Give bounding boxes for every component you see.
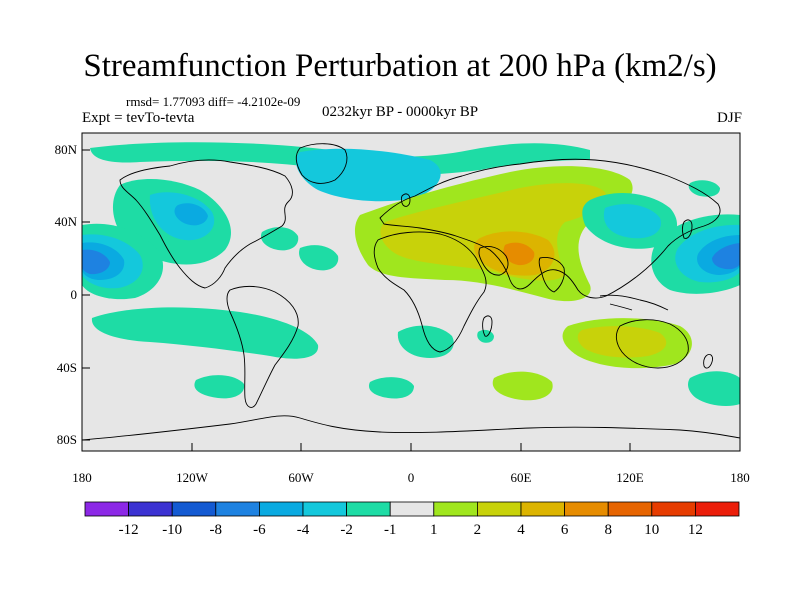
colorbar-label: 12 [688, 522, 703, 538]
coastline-antarctica [82, 415, 740, 441]
colorbar-label: -4 [297, 522, 310, 538]
contour-south-pacific-negative [91, 307, 319, 359]
colorbar-label: -10 [162, 522, 182, 538]
contour-east-asia-core [603, 204, 661, 239]
colorbar-swatch [346, 501, 391, 517]
coastline-australia [615, 319, 689, 369]
colorbar: -12 -10 -8 -6 -4 -2 -1 1 2 4 6 8 10 12 [84, 501, 740, 538]
x-tick-label-180e: 180 [730, 470, 750, 485]
contour-arabia-max [503, 242, 535, 266]
plot-title: Streamfunction Perturbation at 200 hPa (… [83, 48, 717, 84]
contour-north-america-deep [174, 203, 208, 226]
coastline-north-america [119, 159, 293, 289]
contour-south-atlantic-negative [397, 325, 454, 358]
colorbar-label: -1 [384, 522, 397, 538]
colorbar-label: -6 [253, 522, 266, 538]
coastline-indonesia [599, 294, 669, 311]
y-tick-label-80s: 80S [57, 432, 77, 447]
colorbar-swatch [389, 501, 435, 517]
coastline-uk [400, 193, 411, 207]
colorbar-swatch [215, 501, 260, 517]
colorbar-swatch [258, 501, 304, 517]
colorbar-swatch [171, 501, 217, 517]
colorbar-label: -12 [119, 522, 139, 538]
colorbar-label: 8 [604, 522, 612, 538]
x-tick-label-60e: 60E [511, 470, 532, 485]
x-axis: 180 120W 60W 0 60E 120E 180 [72, 443, 750, 485]
coastline-japan [682, 219, 693, 239]
contour-west-pacific-deep [82, 249, 110, 275]
colorbar-swatch [128, 501, 173, 517]
colorbar-label: -8 [210, 522, 223, 538]
colorbar-swatch [302, 501, 347, 517]
coastline-south-america [226, 285, 299, 408]
colorbar-label: 2 [474, 522, 482, 538]
coastlines [82, 143, 740, 441]
contour-south-atlantic-small [368, 377, 414, 399]
colorbar-label: 4 [517, 522, 525, 538]
coastline-africa [373, 231, 487, 353]
colorbar-swatch [607, 501, 653, 517]
contour-far-south-pacific [688, 371, 740, 406]
colorbar-swatch [433, 501, 478, 517]
experiment-label: Expt = tevTo-tevta [82, 110, 195, 126]
contour-caribbean-negative [299, 245, 339, 271]
contour-east-pacific-deep [712, 243, 740, 270]
map-plot-area [82, 133, 740, 451]
colorbar-label: 1 [430, 522, 438, 538]
y-tick-label-80n: 80N [55, 142, 78, 157]
colorbar-swatch [564, 501, 609, 517]
coastline-madagascar [482, 315, 493, 337]
season-label: DJF [716, 110, 742, 126]
colorbar-label: -2 [340, 522, 353, 538]
colorbar-swatch [651, 501, 696, 517]
x-tick-label-60w: 60W [288, 470, 314, 485]
colorbar-label: 10 [644, 522, 659, 538]
coastline-greenland [295, 143, 348, 184]
colorbar-label: 6 [561, 522, 569, 538]
y-tick-label-0: 0 [71, 287, 78, 302]
x-tick-label-120w: 120W [176, 470, 209, 485]
stats-line: rmsd= 1.77093 diff= -4.2102e-09 [126, 94, 301, 109]
y-axis: 80N 40N 0 40S 80S [55, 142, 90, 447]
contour-south-indian-positive [492, 371, 553, 401]
coastline-eurasia [379, 158, 721, 299]
colorbar-swatch [520, 501, 565, 517]
x-tick-label-180w: 180 [72, 470, 92, 485]
colorbar-swatch [476, 501, 522, 517]
contour-northeast-asia-small [688, 180, 720, 197]
x-tick-label-120e: 120E [616, 470, 644, 485]
coastline-arabia [478, 245, 509, 276]
coastline-new-zealand [703, 353, 713, 369]
colorbar-swatch [695, 501, 740, 517]
period-label: 0232kyr BP - 0000kyr BP [322, 104, 479, 120]
colorbar-swatch [84, 501, 129, 517]
y-tick-label-40n: 40N [55, 214, 78, 229]
coastline-india [538, 257, 565, 293]
contour-south-pacific-small [194, 375, 245, 399]
x-tick-label-0: 0 [408, 470, 415, 485]
contour-greenland-negative [296, 148, 441, 202]
contour-australia-mid [577, 326, 667, 358]
y-tick-label-40s: 40S [57, 360, 77, 375]
